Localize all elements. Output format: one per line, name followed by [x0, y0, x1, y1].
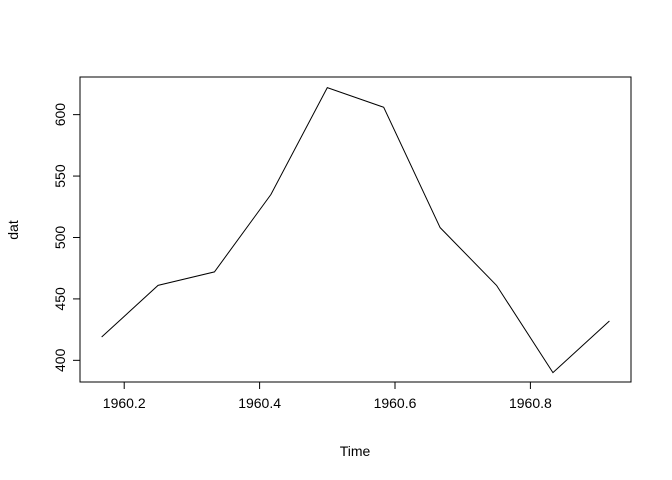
y-tick-label: 600 [52, 103, 68, 127]
y-axis-label: dat [5, 220, 21, 240]
y-tick-label: 500 [52, 226, 68, 250]
y-tick-label: 550 [52, 164, 68, 188]
y-tick-label: 400 [52, 348, 68, 372]
series-layer [101, 86, 610, 374]
x-tick-label: 1960.2 [103, 395, 146, 411]
y-tick-label: 450 [52, 287, 68, 311]
x-tick-label: 1960.4 [238, 395, 281, 411]
x-axis-label: Time [340, 443, 371, 459]
x-tick-label: 1960.8 [509, 395, 552, 411]
x-axis: 1960.2 1960.4 1960.6 1960.8 [103, 381, 552, 411]
series-line [101, 86, 610, 374]
y-axis: 400 450 500 550 600 [52, 103, 81, 372]
plot-frame [79, 76, 632, 383]
x-tick-label: 1960.6 [374, 395, 417, 411]
